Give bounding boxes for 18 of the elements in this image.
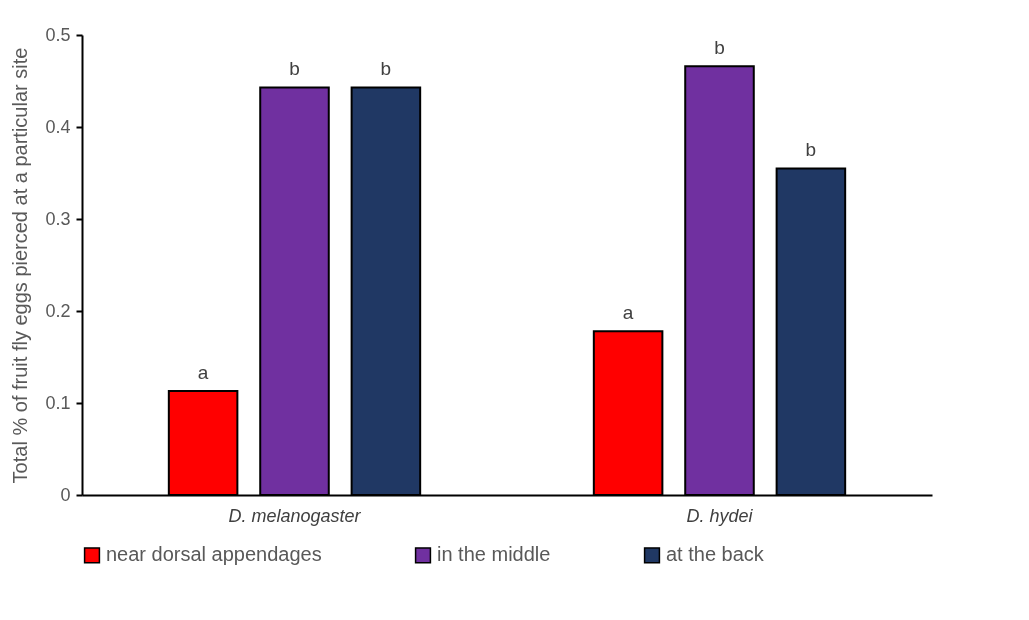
data-label: b <box>714 37 725 59</box>
y-tick-label: 0.2 <box>45 300 71 321</box>
y-tick-label: 0.1 <box>45 392 71 413</box>
legend-label: in the middle <box>437 543 551 566</box>
data-label: a <box>622 302 634 324</box>
x-tick-label: D. hydei <box>686 505 754 526</box>
y-axis-title: Total % of fruit fly eggs pierced at a particular site <box>9 47 32 484</box>
y-tick-label: 0.4 <box>45 116 71 137</box>
x-tick-label: D. melanogaster <box>228 505 362 526</box>
legend-label: at the back <box>666 543 765 566</box>
data-label: b <box>805 139 817 161</box>
y-tick-label: 0 <box>60 484 71 505</box>
y-tick-label: 0.3 <box>45 208 71 229</box>
data-label: b <box>289 58 300 80</box>
data-label: b <box>380 58 392 80</box>
data-label: a <box>197 362 209 384</box>
legend-label: near dorsal appendages <box>106 543 322 566</box>
y-tick-label: 0.5 <box>45 24 71 45</box>
